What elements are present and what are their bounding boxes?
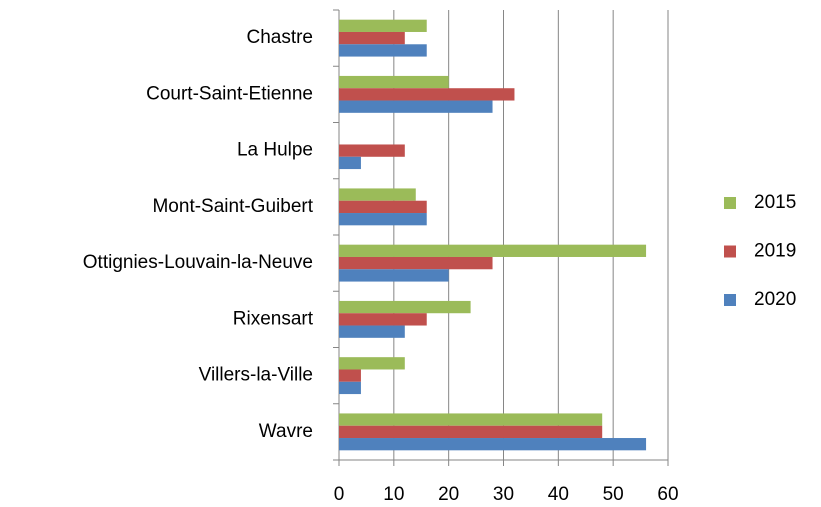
legend-label: 2020	[754, 289, 796, 310]
bar	[339, 19, 427, 32]
bar	[339, 88, 515, 101]
bar	[339, 75, 449, 89]
y-tick-label: Chastre	[246, 27, 313, 48]
bar	[339, 357, 405, 370]
bar	[339, 100, 493, 113]
x-tick-label: 10	[383, 484, 404, 505]
y-tick-label: La Hulpe	[237, 140, 313, 161]
bar	[339, 244, 647, 257]
bar	[339, 31, 405, 45]
legend-swatch	[724, 197, 736, 209]
legend-swatch	[724, 294, 736, 306]
y-tick-label: Villers-la-Ville	[199, 365, 313, 386]
legend-label: 2015	[754, 192, 796, 213]
x-tick-label: 50	[603, 484, 624, 505]
bar	[339, 200, 427, 214]
bar	[339, 425, 603, 439]
x-tick-label: 0	[334, 484, 345, 505]
y-tick-label: Wavre	[259, 421, 313, 442]
bar	[339, 369, 361, 382]
bar	[339, 413, 603, 426]
bar	[339, 325, 405, 338]
bar	[339, 438, 647, 451]
legend-label: 2019	[754, 241, 796, 262]
bar	[339, 381, 361, 395]
x-tick-label: 60	[657, 484, 678, 505]
bar	[339, 313, 427, 326]
y-tick-label: Rixensart	[233, 308, 314, 329]
x-tick-label: 30	[493, 484, 514, 505]
y-tick-label: Court-Saint-Etienne	[146, 83, 313, 104]
y-tick-label: Mont-Saint-Guibert	[152, 196, 313, 217]
legend-swatch	[724, 245, 736, 258]
bar	[339, 44, 427, 57]
x-tick-label: 20	[438, 484, 459, 505]
x-tick-label: 40	[548, 484, 569, 505]
bar	[339, 300, 471, 314]
bar	[339, 188, 416, 201]
bar	[339, 144, 405, 157]
bar	[339, 256, 493, 270]
bar	[339, 269, 449, 282]
bar	[339, 156, 361, 170]
y-tick-label: Ottignies-Louvain-la-Neuve	[83, 252, 313, 273]
bar	[339, 213, 427, 226]
